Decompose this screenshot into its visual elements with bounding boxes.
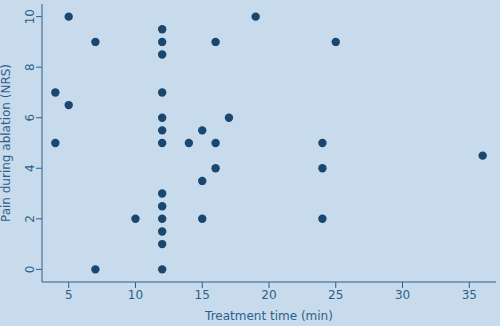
svg-text:30: 30 [395, 288, 410, 302]
svg-text:4: 4 [23, 164, 37, 172]
svg-text:Pain during ablation (NRS): Pain during ablation (NRS) [8, 64, 13, 222]
svg-text:2: 2 [23, 215, 37, 223]
svg-text:8: 8 [23, 63, 37, 71]
svg-text:0: 0 [23, 266, 37, 274]
svg-text:10: 10 [128, 288, 143, 302]
svg-text:10: 10 [23, 9, 37, 24]
svg-text:5: 5 [65, 288, 73, 302]
svg-text:35: 35 [462, 288, 477, 302]
svg-text:6: 6 [23, 114, 37, 122]
svg-text:25: 25 [328, 288, 343, 302]
svg-text:20: 20 [261, 288, 276, 302]
svg-text:15: 15 [195, 288, 210, 302]
svg-text:Treatment time (min): Treatment time (min) [204, 309, 333, 323]
